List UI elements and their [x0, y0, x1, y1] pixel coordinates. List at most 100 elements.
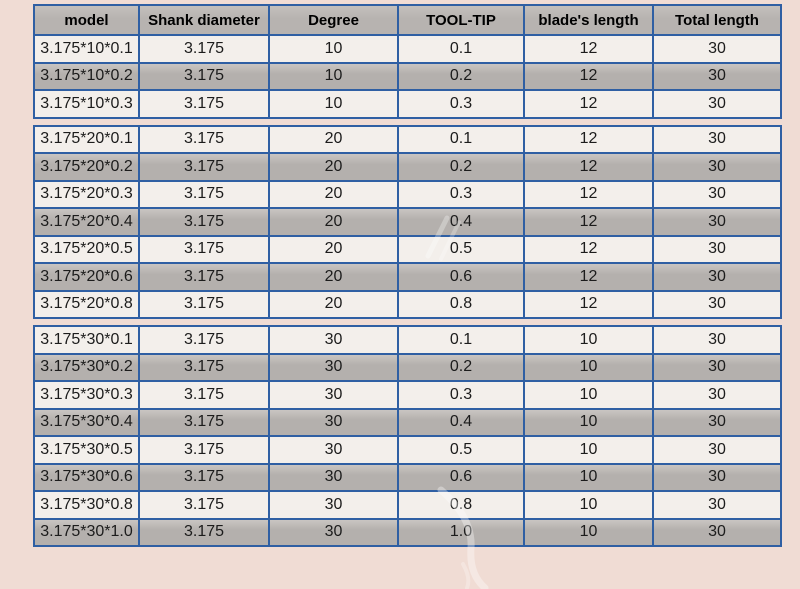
table-cell: 12 [523, 152, 654, 182]
table-cell: 3.175 [138, 380, 270, 410]
table-cell: 10 [523, 352, 654, 382]
table-cell: 10 [523, 462, 654, 492]
table-cell: 0.2 [397, 352, 525, 382]
table-row: 3.175*30*0.4 3.175 30 0.4 10 30 [33, 407, 782, 437]
table-cell: 3.175*30*0.8 [33, 490, 140, 520]
table-cell: 3.175 [138, 352, 270, 382]
table-cell: 0.8 [397, 289, 525, 319]
table-cell: 3.175*20*0.1 [33, 124, 140, 154]
header-row: model Shank diameter Degree TOOL-TIP bla… [33, 4, 782, 36]
table-cell: 0.6 [397, 462, 525, 492]
table-block-20-degree: 3.175*20*0.1 3.175 20 0.1 12 30 3.175*20*0.2 3.… [33, 124, 782, 320]
table-row: 3.175*20*0.8 3.175 20 0.8 12 30 [33, 289, 782, 319]
table-row: 3.175*30*0.2 3.175 30 0.2 10 30 [33, 352, 782, 382]
table-row: 3.175*20*0.3 3.175 20 0.3 12 30 [33, 179, 782, 209]
group-10-degree: 3.175*10*0.1 3.175 10 0.1 12 30 3.175*10*0.2 3.… [33, 34, 782, 119]
table-cell: 0.1 [397, 34, 525, 64]
table-cell: 20 [268, 152, 399, 182]
column-header-tool-tip: TOOL-TIP [397, 4, 525, 36]
table-cell: 0.6 [397, 262, 525, 292]
table-cell: 3.175*20*0.4 [33, 207, 140, 237]
table-cell: 10 [523, 407, 654, 437]
table-header: model Shank diameter Degree TOOL-TIP bla… [33, 4, 782, 36]
table-cell: 3.175 [138, 435, 270, 465]
table-cell: 10 [268, 61, 399, 91]
table-cell: 30 [652, 490, 782, 520]
table-cell: 3.175*30*0.5 [33, 435, 140, 465]
table-cell: 3.175*10*0.3 [33, 89, 140, 119]
table-cell: 3.175*30*0.1 [33, 325, 140, 355]
table-cell: 3.175*10*0.1 [33, 34, 140, 64]
table-cell: 12 [523, 234, 654, 264]
table-row: 3.175*10*0.1 3.175 10 0.1 12 30 [33, 34, 782, 64]
table-cell: 3.175*30*0.4 [33, 407, 140, 437]
table-row: 3.175*10*0.2 3.175 10 0.2 12 30 [33, 61, 782, 91]
table-cell: 10 [523, 490, 654, 520]
table-cell: 3.175 [138, 490, 270, 520]
table-cell: 30 [652, 207, 782, 237]
table-cell: 3.175*30*0.6 [33, 462, 140, 492]
table-cell: 3.175*20*0.8 [33, 289, 140, 319]
table-cell: 12 [523, 207, 654, 237]
table-cell: 3.175 [138, 152, 270, 182]
table-cell: 3.175 [138, 262, 270, 292]
table-cell: 30 [652, 407, 782, 437]
table-cell: 0.3 [397, 89, 525, 119]
table-row: 3.175*30*0.1 3.175 30 0.1 10 30 [33, 325, 782, 355]
table-cell: 20 [268, 262, 399, 292]
table-cell: 1.0 [397, 517, 525, 547]
table-cell: 20 [268, 234, 399, 264]
table-cell: 3.175 [138, 179, 270, 209]
table-cell: 12 [523, 34, 654, 64]
table-cell: 20 [268, 179, 399, 209]
table-cell: 0.4 [397, 207, 525, 237]
table-cell: 3.175 [138, 124, 270, 154]
column-header-model: model [33, 4, 140, 36]
table-cell: 3.175 [138, 325, 270, 355]
table-cell: 10 [523, 517, 654, 547]
group-20-degree: 3.175*20*0.1 3.175 20 0.1 12 30 3.175*20*0.2 3.… [33, 124, 782, 319]
table-cell: 30 [652, 61, 782, 91]
table-cell: 30 [652, 179, 782, 209]
table-cell: 0.2 [397, 152, 525, 182]
table-cell: 30 [268, 407, 399, 437]
table-row: 3.175*20*0.4 3.175 20 0.4 12 30 [33, 207, 782, 237]
table-cell: 30 [652, 124, 782, 154]
table-cell: 3.175 [138, 517, 270, 547]
table-cell: 12 [523, 179, 654, 209]
table-cell: 12 [523, 61, 654, 91]
table-cell: 30 [268, 325, 399, 355]
table-cell: 30 [652, 517, 782, 547]
table-cell: 10 [523, 435, 654, 465]
table-cell: 30 [268, 435, 399, 465]
table-cell: 3.175*30*1.0 [33, 517, 140, 547]
table-cell: 10 [523, 380, 654, 410]
table-cell: 30 [652, 34, 782, 64]
table-cell: 0.4 [397, 407, 525, 437]
table-cell: 3.175*20*0.3 [33, 179, 140, 209]
table-cell: 3.175*10*0.2 [33, 61, 140, 91]
table-cell: 30 [652, 380, 782, 410]
column-header-blades-length: blade's length [523, 4, 654, 36]
table-cell: 0.1 [397, 325, 525, 355]
table-row: 3.175*20*0.2 3.175 20 0.2 12 30 [33, 152, 782, 182]
table-cell: 30 [268, 352, 399, 382]
table-cell: 30 [652, 352, 782, 382]
table-row: 3.175*30*0.3 3.175 30 0.3 10 30 [33, 380, 782, 410]
table-row: 3.175*10*0.3 3.175 10 0.3 12 30 [33, 89, 782, 119]
table-cell: 0.2 [397, 61, 525, 91]
table-cell: 3.175*20*0.2 [33, 152, 140, 182]
table-cell: 10 [523, 325, 654, 355]
table-cell: 12 [523, 124, 654, 154]
table-cell: 0.3 [397, 179, 525, 209]
table-cell: 0.1 [397, 124, 525, 154]
table-cell: 30 [268, 462, 399, 492]
table-cell: 30 [652, 234, 782, 264]
table-cell: 3.175*30*0.3 [33, 380, 140, 410]
table-row: 3.175*30*0.5 3.175 30 0.5 10 30 [33, 435, 782, 465]
table-cell: 0.5 [397, 234, 525, 264]
table-cell: 30 [652, 289, 782, 319]
table-cell: 12 [523, 89, 654, 119]
table-cell: 3.175 [138, 407, 270, 437]
